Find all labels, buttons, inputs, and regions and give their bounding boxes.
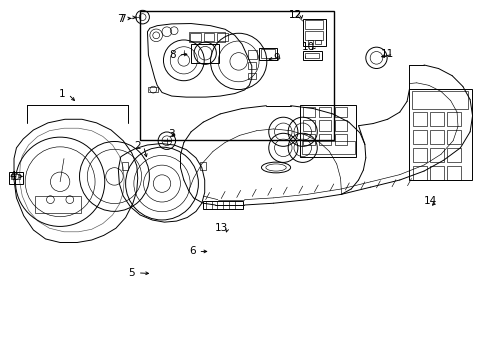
Bar bbox=[301, 141, 354, 154]
Text: 6: 6 bbox=[189, 247, 196, 256]
Bar bbox=[447, 148, 460, 162]
Text: 14: 14 bbox=[423, 197, 436, 206]
Text: 12: 12 bbox=[288, 10, 302, 20]
Bar bbox=[200, 162, 205, 170]
Bar bbox=[334, 134, 346, 145]
Bar bbox=[429, 148, 443, 162]
Bar bbox=[302, 134, 315, 145]
Bar bbox=[9, 172, 23, 184]
Bar bbox=[304, 31, 323, 40]
Bar bbox=[304, 20, 323, 29]
Bar bbox=[318, 134, 331, 145]
Bar bbox=[412, 112, 426, 126]
Bar bbox=[315, 40, 321, 44]
Bar bbox=[259, 48, 277, 60]
Bar bbox=[191, 44, 219, 63]
Text: 13: 13 bbox=[215, 223, 228, 233]
Text: 7: 7 bbox=[119, 14, 125, 23]
Bar bbox=[307, 40, 313, 44]
Bar bbox=[217, 33, 227, 41]
Bar bbox=[122, 162, 128, 170]
Bar bbox=[302, 107, 315, 117]
Bar bbox=[429, 166, 443, 180]
Bar bbox=[447, 130, 460, 144]
Bar bbox=[188, 32, 224, 42]
Bar bbox=[302, 18, 325, 46]
Text: 3: 3 bbox=[168, 129, 175, 139]
Text: 7: 7 bbox=[117, 14, 123, 23]
Bar bbox=[261, 49, 274, 58]
Text: 4: 4 bbox=[9, 171, 16, 181]
Bar bbox=[408, 89, 470, 180]
Bar bbox=[412, 148, 426, 162]
Bar bbox=[203, 33, 214, 41]
Bar bbox=[248, 73, 255, 79]
Bar bbox=[447, 166, 460, 180]
Bar bbox=[248, 62, 255, 69]
Bar bbox=[203, 202, 243, 208]
Bar bbox=[11, 174, 20, 179]
Text: 10: 10 bbox=[302, 42, 314, 52]
Text: 2: 2 bbox=[134, 141, 141, 151]
Text: 11: 11 bbox=[380, 49, 393, 59]
Text: 1: 1 bbox=[59, 89, 66, 99]
Text: 9: 9 bbox=[273, 53, 280, 63]
Bar bbox=[412, 166, 426, 180]
Bar bbox=[148, 87, 158, 93]
Bar bbox=[412, 130, 426, 144]
Bar bbox=[300, 105, 355, 157]
Bar bbox=[140, 12, 334, 140]
Text: 5: 5 bbox=[128, 268, 135, 278]
Bar bbox=[318, 107, 331, 117]
Bar bbox=[304, 53, 319, 58]
Bar bbox=[429, 130, 443, 144]
Bar bbox=[248, 50, 257, 59]
Bar bbox=[35, 196, 81, 213]
Bar bbox=[429, 112, 443, 126]
Bar bbox=[302, 51, 322, 60]
Text: 12: 12 bbox=[288, 10, 302, 20]
Bar bbox=[447, 112, 460, 126]
Bar bbox=[334, 120, 346, 131]
Bar bbox=[318, 120, 331, 131]
Bar bbox=[190, 33, 201, 41]
Bar bbox=[334, 107, 346, 117]
Bar bbox=[411, 91, 467, 109]
Text: 8: 8 bbox=[169, 50, 176, 60]
Bar bbox=[302, 120, 315, 131]
